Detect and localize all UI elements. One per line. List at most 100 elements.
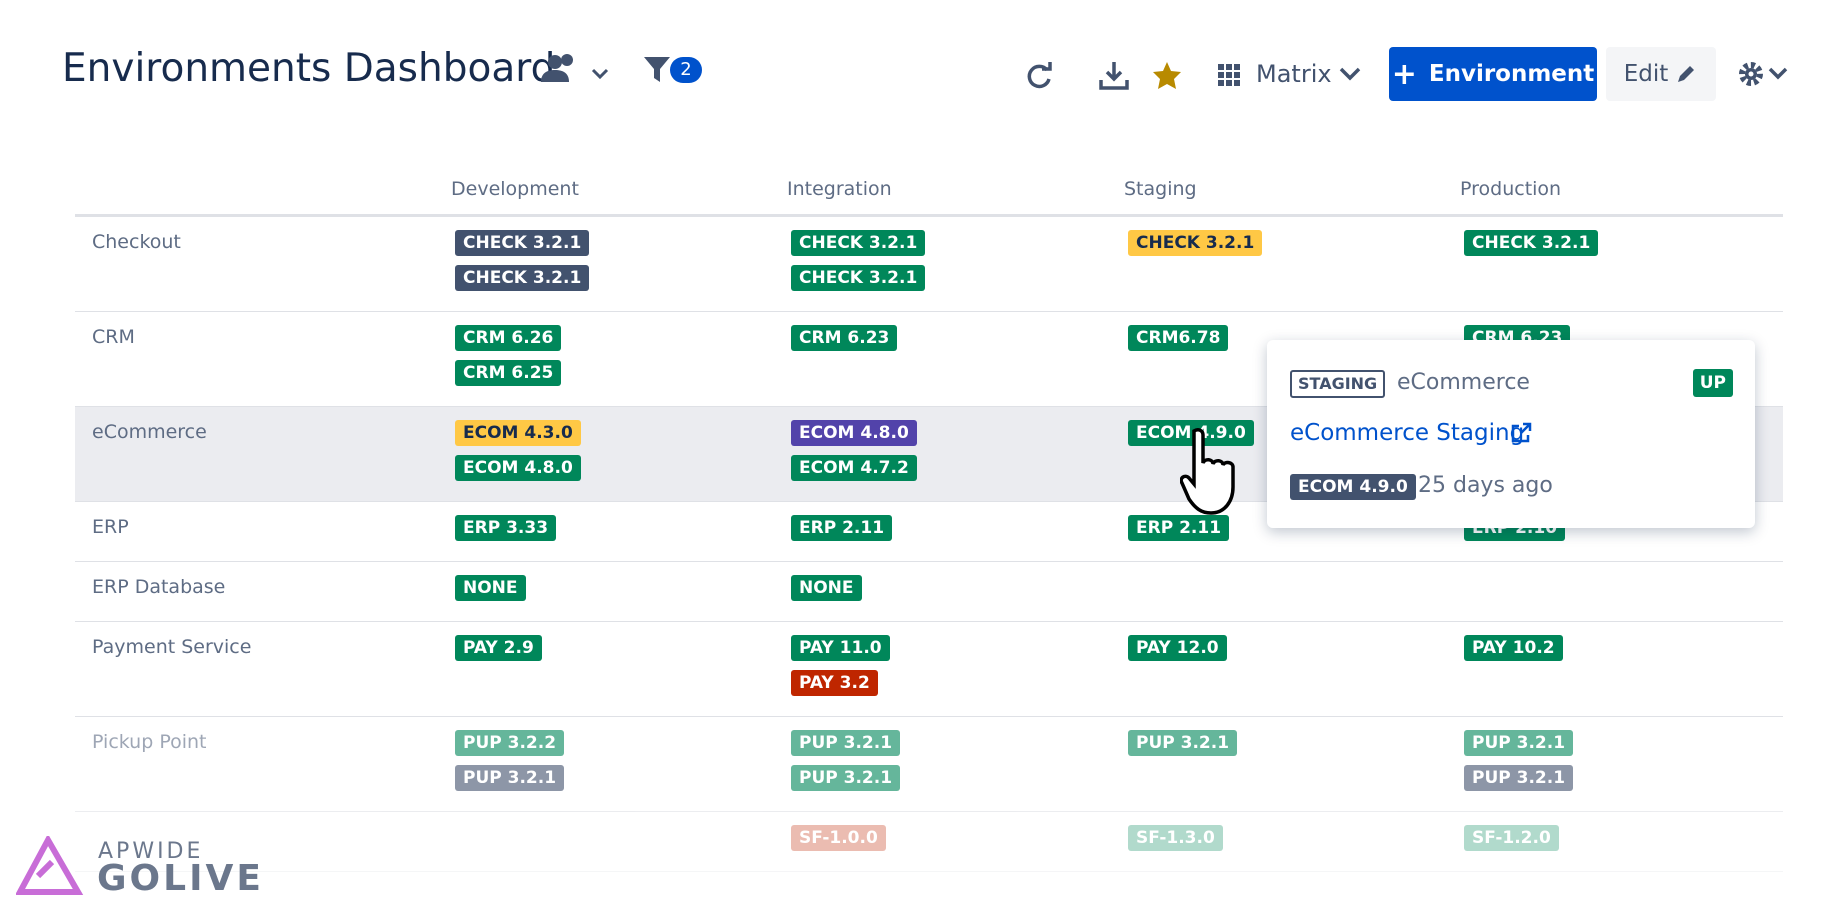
chevron[interactable]	[1338, 64, 1362, 84]
version-badge: ECOM 4.3.0	[455, 420, 581, 446]
version-badge: SF-1.0.0	[791, 825, 886, 851]
version-badge: PUP 3.2.1	[791, 730, 901, 756]
page-title: Environments Dashboard	[62, 46, 556, 91]
filter-count: 2	[670, 57, 702, 83]
version-badge: SF-1.3.0	[1128, 825, 1223, 851]
version-badge: CHECK 3.2.1	[455, 230, 590, 256]
version-badge: PAY 11.0	[791, 635, 890, 661]
row-label: CRM	[92, 326, 135, 348]
column-header: Production	[1460, 178, 1562, 200]
table-cell: SF-1.2.0	[1464, 825, 1559, 851]
table-row: Payment Service PAY 2.9 PAY 11.0 PAY 3.2 PAY…	[75, 622, 1783, 717]
column-header: Staging	[1124, 178, 1197, 200]
version-badge: PAY 12.0	[1128, 635, 1227, 661]
row-label: Checkout	[92, 231, 181, 253]
external-link-icon	[1511, 422, 1532, 443]
row-label: ERP	[92, 516, 129, 538]
edit-button[interactable]: Edit	[1606, 47, 1716, 101]
filter-icon[interactable]	[642, 54, 672, 86]
pencil-icon	[1678, 66, 1695, 82]
version-badge: CHECK 3.2.1	[1128, 230, 1263, 256]
version-badge: CHECK 3.2.1	[1464, 230, 1599, 256]
table-cell: ERP 3.33	[455, 515, 557, 541]
button-label: Environment	[1428, 61, 1595, 87]
table-cell: PAY 11.0 PAY 3.2	[791, 635, 890, 696]
table-cell: SF-1.3.0	[1128, 825, 1223, 851]
team-icon[interactable]	[535, 52, 615, 88]
view-selector[interactable]: Matrix	[1256, 60, 1332, 88]
column-header: Development	[451, 178, 579, 200]
version-badge: PAY 10.2	[1464, 635, 1563, 661]
version-badge: CRM6.78	[1128, 325, 1229, 351]
table-row: Pickup Point PUP 3.2.2 PUP 3.2.1 PUP 3.2.1 P…	[75, 717, 1783, 812]
version-badge: ECOM 4.8.0	[791, 420, 917, 446]
header-row: Development Integration Staging Production	[75, 170, 1783, 217]
row-label: ERP Database	[92, 576, 226, 598]
row-label: Payment Service	[92, 636, 252, 658]
deployed-time: 25 days ago	[1418, 473, 1553, 498]
version-badge: CHECK 3.2.1	[791, 265, 926, 291]
cursor-hand	[1180, 428, 1235, 515]
table-cell: ECOM 4.3.0 ECOM 4.8.0	[455, 420, 581, 481]
version-badge: PUP 3.2.1	[1464, 765, 1574, 791]
version-badge: SF-1.2.0	[1464, 825, 1559, 851]
version-badge: PUP 3.2.1	[455, 765, 565, 791]
table-row: ERP Database NONE NONE	[75, 562, 1783, 622]
table-row: Checkout CHECK 3.2.1 CHECK 3.2.1 CHECK 3.2.…	[75, 217, 1783, 312]
logo-mark	[16, 836, 84, 895]
table-cell: CHECK 3.2.1	[1464, 230, 1599, 256]
table-cell: PAY 12.0	[1128, 635, 1227, 661]
table-cell: SF-1.0.0	[791, 825, 886, 851]
table-cell: CRM 6.23	[791, 325, 898, 351]
table-row: ERP ERP 3.33 ERP 2.11 ERP 2.11 ERP 2.10	[75, 502, 1783, 562]
column-header: Integration	[787, 178, 892, 200]
logo-top: APWIDE	[98, 839, 204, 864]
logo-bottom: GOLIVE	[97, 858, 264, 899]
settings-icon[interactable]	[1738, 60, 1800, 90]
environment-type: STAGING	[1290, 370, 1386, 398]
add-environment-button[interactable]: + Environment	[1389, 47, 1597, 101]
environment-link[interactable]: eCommerce Staging	[1290, 420, 1525, 446]
table-cell: ECOM 4.8.0 ECOM 4.7.2	[791, 420, 917, 481]
table-cell: PUP 3.2.1	[1128, 730, 1238, 756]
row-label: eCommerce	[92, 421, 207, 443]
table-cell: CRM6.78	[1128, 325, 1229, 351]
table-row: SF-1.0.0 SF-1.3.0 SF-1.2.0	[75, 812, 1783, 872]
version-badge: CHECK 3.2.1	[455, 265, 590, 291]
version-badge: NONE	[455, 575, 526, 601]
version-badge: PUP 3.2.2	[455, 730, 565, 756]
version-badge: ERP 2.11	[791, 515, 893, 541]
application-name: eCommerce	[1397, 370, 1530, 395]
version-badge: ECOM 4.8.0	[455, 455, 581, 481]
plus-icon: +	[1391, 56, 1417, 92]
table-cell: ERP 2.11	[791, 515, 893, 541]
table-cell: ECOM 4.9.0	[1128, 420, 1254, 446]
version-badge: PAY 3.2	[791, 670, 878, 696]
version-badge: ECOM 4.9.0	[1290, 474, 1416, 500]
table-cell: NONE	[455, 575, 526, 601]
toolbar-icons[interactable]	[1025, 60, 1295, 92]
version-badge: PUP 3.2.1	[1464, 730, 1574, 756]
status-badge: UP	[1692, 369, 1733, 397]
version-badge: ERP 2.11	[1128, 515, 1230, 541]
version-badge: CHECK 3.2.1	[791, 230, 926, 256]
version-badge: CRM 6.23	[791, 325, 898, 351]
version-badge: PAY 2.9	[455, 635, 542, 661]
version-badge: CRM 6.25	[455, 360, 562, 386]
table-cell: PUP 3.2.2 PUP 3.2.1	[455, 730, 565, 791]
row-label: Pickup Point	[92, 731, 207, 753]
version-badge: PUP 3.2.1	[1128, 730, 1238, 756]
version-badge: ECOM 4.7.2	[791, 455, 917, 481]
table-cell: CHECK 3.2.1	[1128, 230, 1263, 256]
table-cell: PUP 3.2.1 PUP 3.2.1	[791, 730, 901, 791]
button-label: Edit	[1623, 61, 1669, 87]
table-cell: PAY 10.2	[1464, 635, 1563, 661]
table-cell: CHECK 3.2.1 CHECK 3.2.1	[791, 230, 926, 291]
table-cell: ERP 2.11	[1128, 515, 1230, 541]
version-badge: ERP 3.33	[455, 515, 557, 541]
table-cell: PUP 3.2.1 PUP 3.2.1	[1464, 730, 1574, 791]
version-badge: PUP 3.2.1	[791, 765, 901, 791]
tooltip: STAGING eCommerce UP eCommerce Staging E…	[1267, 340, 1755, 528]
table-cell: NONE	[791, 575, 862, 601]
